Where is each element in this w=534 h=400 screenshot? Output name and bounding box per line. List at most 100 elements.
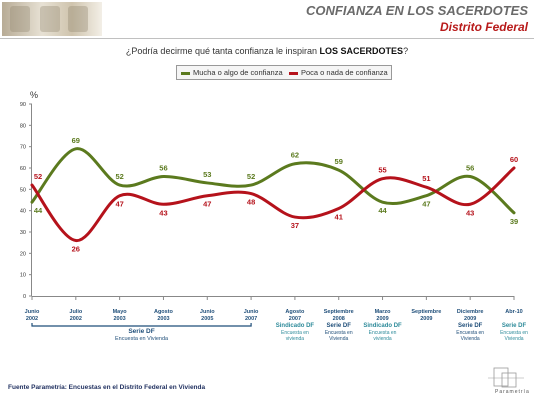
y-tick-label: 10 [20, 273, 26, 279]
x-tick-label: Septiembre [411, 309, 441, 315]
data-label-poca: 51 [422, 174, 430, 183]
x-tick-year: 2005 [201, 316, 213, 322]
source-group-title: Serie DF [458, 323, 483, 329]
source-group-subtitle: Encuesta en [281, 330, 309, 336]
x-tick-year: 2002 [26, 316, 38, 322]
header-band: CONFIANZA EN LOS SACERDOTES Distrito Fed… [0, 0, 534, 38]
data-label-poca: 55 [378, 166, 386, 175]
data-label-mucha: 39 [510, 217, 518, 226]
logo-icon [493, 367, 509, 387]
x-tick-label: Agosto [285, 309, 305, 315]
page-subtitle: Distrito Federal [439, 20, 528, 34]
data-label-poca: 43 [159, 208, 167, 217]
source-group-subtitle: Encuesta en [325, 330, 353, 336]
photo-figure [40, 6, 60, 32]
x-tick-year: 2007 [289, 316, 301, 322]
data-label-poca: 48 [247, 198, 255, 207]
data-label-poca: 41 [335, 213, 343, 222]
legend-item-mucha: Mucha o algo de confianza [181, 68, 283, 77]
source-group-title: Serie DF [128, 328, 154, 335]
source-group-subtitle: vivienda [373, 336, 392, 342]
data-label-mucha: 56 [159, 164, 167, 173]
data-label-poca: 47 [115, 200, 123, 209]
chart-legend: Mucha o algo de confianza Poca o nada de… [176, 65, 392, 80]
x-tick-year: 2009 [420, 316, 432, 322]
source-group-subtitle: Vivienda [461, 336, 480, 342]
header-divider [0, 38, 534, 39]
x-tick-label: Agosto [154, 309, 174, 315]
x-tick-year: 2003 [157, 316, 169, 322]
y-tick-label: 40 [20, 209, 26, 215]
x-tick-label: Julio [69, 309, 82, 315]
data-label-mucha: 69 [72, 136, 80, 145]
y-axis-unit: % [30, 90, 39, 100]
data-label-mucha: 53 [203, 170, 211, 179]
y-tick-label: 30 [20, 230, 26, 236]
source-group-subtitle: Vivienda [504, 336, 523, 342]
data-label-mucha: 44 [34, 206, 43, 215]
legend-label-poca: Poca o nada de confianza [301, 68, 388, 77]
x-tick-year: 2009 [464, 316, 476, 322]
x-tick-year: 2008 [333, 316, 345, 322]
source-footnote: Fuente Parametría: Encuestas en el Distr… [8, 384, 206, 391]
series-line-poca [30, 166, 516, 243]
question-end: ? [403, 46, 409, 56]
photo-figure [68, 6, 88, 32]
x-tick-year: 2009 [376, 316, 388, 322]
source-group-title: Sindicado DF [363, 323, 402, 329]
source-group-subtitle: Encuesta en Vivienda [115, 336, 169, 342]
legend-swatch-red [289, 71, 298, 75]
source-group-subtitle: vivienda [286, 336, 305, 342]
source-group-title: Serie DF [327, 323, 352, 329]
y-tick-label: 60 [20, 166, 26, 172]
x-tick-year: 2003 [114, 316, 126, 322]
legend-swatch-green [181, 71, 190, 75]
data-label-poca: 60 [510, 155, 518, 164]
legend-label-mucha: Mucha o algo de confianza [193, 68, 283, 77]
data-label-poca: 52 [34, 172, 42, 181]
data-label-poca: 26 [72, 245, 80, 254]
y-tick-label: 80 [20, 123, 26, 129]
x-tick-label: Septiembre [324, 309, 354, 315]
data-label-mucha: 62 [291, 151, 299, 160]
source-group-subtitle: Encuesta en [456, 330, 484, 336]
x-tick-year: 2002 [70, 316, 82, 322]
data-label-poca: 37 [291, 221, 299, 230]
source-group-title: Serie DF [502, 323, 527, 329]
x-tick-label: Junio [244, 309, 259, 315]
question-text: ¿Podría decirme qué tanta confianza le i… [125, 46, 320, 56]
y-tick-label: 0 [23, 294, 26, 300]
source-group-subtitle: Vivienda [329, 336, 348, 342]
series-line-mucha [30, 147, 516, 215]
x-tick-label: Mayo [113, 309, 128, 315]
x-tick-label: Junio [25, 309, 40, 315]
page-title: CONFIANZA EN LOS SACERDOTES [306, 3, 528, 18]
x-tick-label: Marzo [375, 309, 392, 315]
y-tick-label: 20 [20, 251, 26, 257]
logo-wordmark: Parametría [495, 389, 530, 395]
x-tick-year: 2007 [245, 316, 257, 322]
source-group-subtitle: Encuesta en [500, 330, 528, 336]
y-tick-label: 50 [20, 187, 26, 193]
data-label-mucha: 47 [422, 200, 430, 209]
x-tick-label: Diciembre [457, 309, 484, 315]
data-label-mucha: 52 [115, 172, 123, 181]
logo-icon [501, 372, 517, 388]
data-label-mucha: 56 [466, 164, 474, 173]
survey-question: ¿Podría decirme qué tanta confianza le i… [0, 46, 534, 56]
x-tick-label: Junio [200, 309, 215, 315]
y-tick-label: 90 [20, 102, 26, 108]
data-label-mucha: 59 [335, 157, 343, 166]
y-tick-label: 70 [20, 145, 26, 151]
legend-item-poca: Poca o nada de confianza [289, 68, 388, 77]
x-tick-label: Abr-10 [505, 309, 522, 315]
data-label-poca: 43 [466, 208, 474, 217]
source-group-title: Sindicado DF [276, 323, 315, 329]
header-photo [2, 2, 102, 36]
data-label-poca: 47 [203, 200, 211, 209]
data-label-mucha: 52 [247, 172, 255, 181]
question-emphasis: LOS SACERDOTES [319, 46, 404, 56]
photo-figure [10, 6, 30, 32]
